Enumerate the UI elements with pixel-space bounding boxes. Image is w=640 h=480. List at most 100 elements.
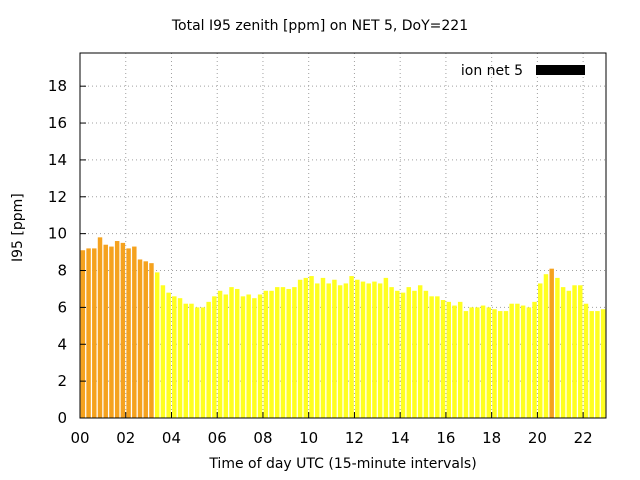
y-tick-label: 4 [57, 335, 67, 353]
bar [600, 309, 606, 418]
bar [372, 281, 377, 418]
bar [132, 246, 137, 418]
bar [412, 290, 417, 418]
bar [400, 292, 406, 418]
x-tick-label: 14 [391, 429, 410, 447]
bar [589, 311, 594, 418]
bar [389, 287, 394, 418]
bar [92, 248, 97, 418]
bar [109, 246, 114, 418]
bar [440, 300, 446, 418]
bar [114, 241, 120, 418]
bar [177, 298, 183, 418]
bar [498, 311, 503, 418]
y-tick-label: 14 [48, 151, 67, 169]
bar [280, 287, 286, 418]
bar [520, 305, 526, 418]
bar [223, 294, 229, 418]
bar [200, 307, 206, 418]
bar [383, 277, 389, 418]
bar [480, 305, 486, 418]
x-tick-label: 20 [528, 429, 547, 447]
bar [578, 285, 583, 418]
bar [229, 287, 234, 418]
bar [286, 288, 291, 418]
bar [566, 290, 572, 418]
y-tick-label: 6 [57, 298, 67, 316]
x-tick-label: 08 [253, 429, 272, 447]
x-tick-label: 02 [116, 429, 135, 447]
bar [137, 259, 143, 418]
y-tick-label: 16 [48, 114, 67, 132]
bar [309, 276, 314, 418]
bar [120, 242, 126, 418]
bar [80, 250, 86, 418]
bar [97, 237, 103, 418]
bar [343, 283, 349, 418]
bar [212, 296, 217, 418]
y-axis-label: I95 [ppm] [10, 193, 26, 262]
grid-lines [80, 53, 606, 418]
legend-label: ion net 5 [461, 63, 523, 79]
bar [160, 285, 166, 418]
bar [486, 307, 492, 418]
bar [194, 307, 200, 418]
bar [457, 301, 463, 418]
bar [349, 276, 354, 418]
bar [417, 285, 423, 418]
bar [126, 248, 131, 418]
bar [492, 309, 497, 418]
bar [86, 248, 91, 418]
bar [532, 301, 537, 418]
bar [326, 283, 331, 418]
bars-group [80, 237, 606, 418]
bar [446, 301, 451, 418]
bar [189, 303, 194, 418]
bar [103, 244, 108, 418]
y-tick-label: 10 [48, 225, 67, 243]
bar [332, 279, 337, 418]
bar [269, 290, 274, 418]
bar [257, 294, 263, 418]
bar [463, 311, 469, 418]
bar [275, 287, 280, 418]
bar [406, 287, 411, 418]
bar [240, 296, 246, 418]
x-tick-label: 16 [436, 429, 455, 447]
x-axis-label: Time of day UTC (15-minute intervals) [209, 456, 477, 472]
bar [429, 296, 434, 418]
chart-title: Total I95 zenith [ppm] on NET 5, DoY=221 [171, 18, 469, 34]
bar [143, 261, 148, 418]
bar [560, 287, 566, 418]
bar [366, 283, 371, 418]
bar [395, 290, 400, 418]
bar [469, 307, 474, 418]
bar [572, 285, 577, 418]
bar [172, 296, 177, 418]
bar [217, 290, 223, 418]
bar [549, 268, 554, 418]
bar [292, 287, 297, 418]
x-tick-label: 18 [482, 429, 501, 447]
x-axis-ticks: 00 02 04 06 08 10 12 14 16 18 20 22 [70, 412, 593, 447]
x-tick-label: 22 [574, 429, 593, 447]
bar [583, 303, 589, 418]
y-tick-label: 18 [48, 77, 67, 95]
bar [435, 296, 440, 418]
bar [355, 279, 360, 418]
y-tick-label: 2 [57, 372, 67, 390]
bar [297, 279, 303, 418]
bar [166, 292, 171, 418]
bar [235, 288, 240, 418]
bar [320, 277, 326, 418]
bar [154, 272, 160, 418]
bar [337, 285, 343, 418]
bar [538, 283, 543, 418]
plot-frame [79, 52, 607, 419]
x-tick-label: 06 [208, 429, 227, 447]
bar [377, 283, 383, 418]
x-tick-label: 04 [162, 429, 181, 447]
bar [303, 277, 309, 418]
x-tick-label: 00 [70, 429, 89, 447]
